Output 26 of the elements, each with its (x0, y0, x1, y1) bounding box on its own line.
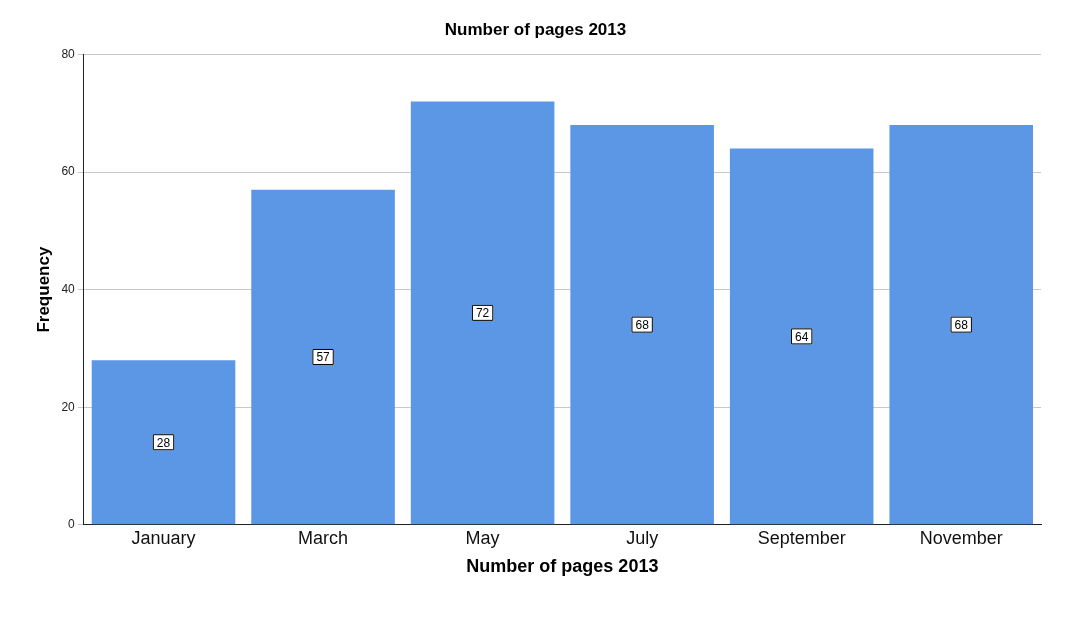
x-tick-label: January (131, 527, 196, 548)
x-axis-title: Number of pages 2013 (466, 556, 659, 577)
data-label: 28 (156, 435, 171, 450)
x-tick-label: July (626, 527, 659, 548)
data-label: 68 (954, 317, 969, 332)
data-label: 64 (795, 329, 809, 344)
x-tick-label: November (919, 527, 1003, 548)
bar (570, 124, 714, 525)
x-tick-label: May (465, 527, 500, 548)
bar (410, 101, 555, 525)
y-tick-label: 60 (61, 164, 76, 179)
y-tick-label: 80 (61, 46, 76, 61)
y-axis-title: Frequency (33, 246, 53, 333)
bar (91, 360, 236, 525)
bar (729, 148, 874, 525)
x-tick-label: March (298, 527, 349, 548)
bar (251, 189, 395, 525)
y-tick-label: 0 (68, 517, 76, 532)
y-tick-label: 20 (61, 399, 76, 414)
bar (889, 124, 1034, 525)
x-tick-label: September (757, 527, 846, 548)
data-label: 72 (475, 306, 490, 321)
data-label: 68 (635, 317, 650, 332)
y-tick-label: 40 (61, 281, 76, 296)
chart-title: Number of pages 2013 (444, 19, 627, 39)
data-label: 57 (316, 350, 331, 365)
